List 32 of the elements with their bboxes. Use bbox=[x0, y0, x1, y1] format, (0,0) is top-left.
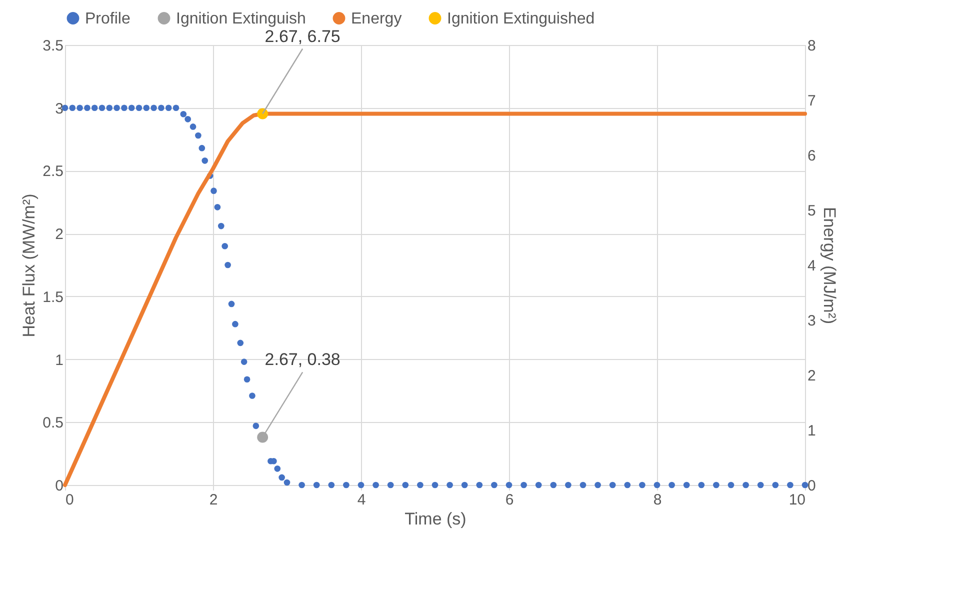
y2-tick-label: 2 bbox=[808, 368, 816, 384]
y-tick-label: 3 bbox=[55, 100, 64, 118]
y-tick-label: 0.5 bbox=[42, 414, 64, 432]
x-axis-title: Time (s) bbox=[404, 510, 466, 528]
legend-label: Energy bbox=[351, 10, 402, 28]
y2-tick-label: 8 bbox=[808, 38, 816, 54]
y2-tick-label: 1 bbox=[808, 422, 816, 440]
legend-label: Profile bbox=[85, 10, 130, 28]
y-tick-label: 1 bbox=[55, 352, 64, 369]
legend-label: Ignition Extinguish bbox=[176, 10, 306, 28]
legend-label: Ignition Extinguished bbox=[447, 10, 595, 28]
x-tick-label: 6 bbox=[505, 492, 514, 508]
data-label: 2.67, 0.38 bbox=[264, 350, 340, 370]
y2-tick-label: 5 bbox=[808, 202, 816, 220]
y2-tick-label: 6 bbox=[808, 148, 816, 164]
data-label: 2.67, 6.75 bbox=[264, 26, 340, 46]
x-tick-label: 10 bbox=[788, 492, 806, 508]
x-tick-label: 2 bbox=[209, 492, 218, 508]
y2-tick-label: 4 bbox=[808, 258, 816, 274]
y2-tick-label: 3 bbox=[808, 312, 816, 330]
y2-tick-label: 0 bbox=[808, 478, 816, 494]
y2-tick-label: 7 bbox=[808, 92, 816, 110]
y-tick-label: 2 bbox=[55, 226, 64, 244]
y-tick-label: 1.5 bbox=[42, 288, 64, 306]
y-tick-label: 0 bbox=[55, 478, 64, 494]
y-tick-label: 3.5 bbox=[42, 38, 64, 54]
y2-axis-title: Energy (MJ/m²) bbox=[820, 206, 839, 324]
y-tick-label: 2.5 bbox=[42, 163, 64, 180]
y-axis-title: Heat Flux (MW/m²) bbox=[20, 194, 39, 338]
x-tick-label: 4 bbox=[357, 492, 366, 508]
x-tick-label: 0 bbox=[66, 492, 74, 508]
x-tick-label: 8 bbox=[653, 492, 662, 508]
